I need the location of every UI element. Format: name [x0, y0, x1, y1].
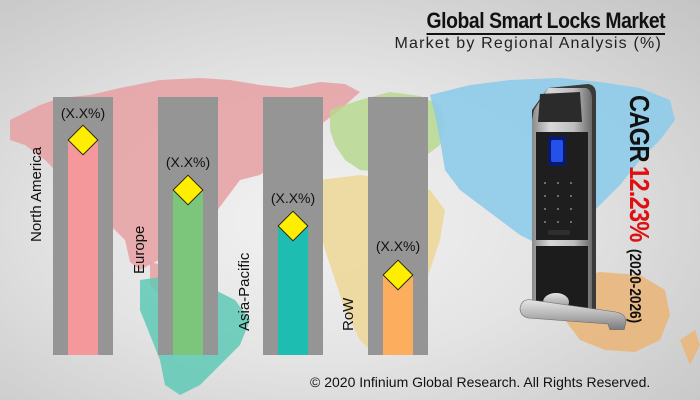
cagr-value: 12.23%: [624, 165, 655, 242]
region-label-europe: Europe: [131, 225, 148, 274]
smart-lock-image: [519, 84, 627, 330]
cagr-annotation: CAGR 12.23% (2020-2026): [623, 95, 655, 337]
cagr-period: (2020-2026): [626, 249, 643, 324]
bar-fill-north-america: [68, 140, 98, 355]
region-label-row: RoW: [340, 297, 357, 331]
chart-subtitle: Market by Regional Analysis (%): [394, 35, 662, 52]
value-label-asia-pacific: (X.X%): [270, 190, 316, 206]
value-label-north-america: (X.X%): [60, 105, 106, 121]
bar-fill-asia-pacific: [278, 226, 308, 355]
cagr-label: CAGR: [624, 95, 655, 162]
value-label-europe: (X.X%): [165, 154, 211, 170]
bar-track-europe: [158, 97, 218, 355]
value-label-row: (X.X%): [375, 238, 421, 254]
copyright-footer: © 2020 Infinium Global Research. All Rig…: [310, 374, 651, 390]
region-label-asia-pacific: Asia-Pacific: [236, 252, 253, 331]
bar-fill-europe: [173, 190, 203, 355]
region-label-north-america: North America: [28, 146, 45, 242]
bar-track-row: [368, 97, 428, 355]
chart-title: Global Smart Locks Market: [426, 8, 665, 35]
